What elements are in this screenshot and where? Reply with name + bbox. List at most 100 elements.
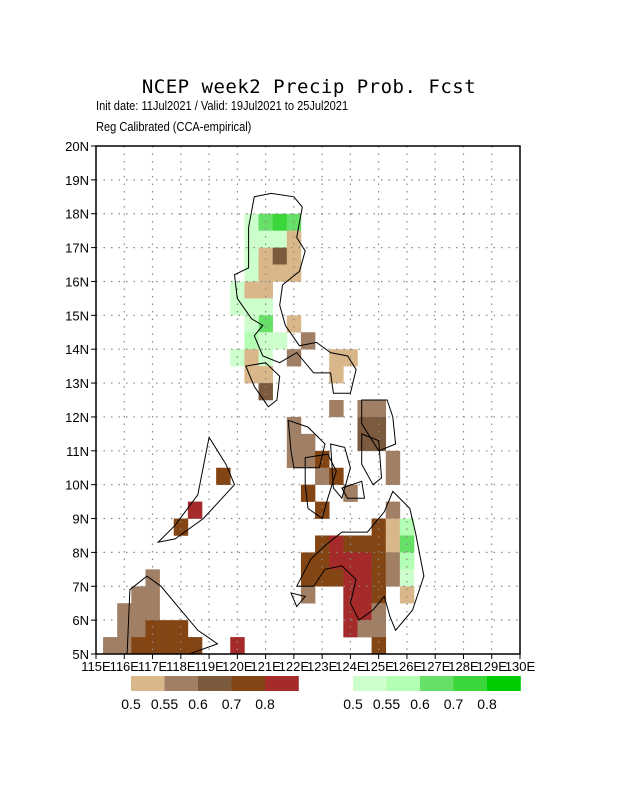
y-tick-label: 11N bbox=[66, 444, 89, 459]
prob-cell bbox=[258, 281, 273, 299]
prob-cell bbox=[385, 569, 401, 587]
prob-cell bbox=[315, 569, 330, 587]
prob-cell bbox=[131, 620, 146, 638]
prob-cell bbox=[230, 637, 245, 655]
prob-cell bbox=[258, 264, 273, 282]
x-tick-label: 115E bbox=[81, 659, 111, 674]
y-tick-label: 7N bbox=[72, 579, 89, 594]
prob-cell bbox=[399, 518, 415, 536]
prob-cell bbox=[399, 552, 415, 570]
prob-cell bbox=[329, 569, 344, 587]
prob-cell bbox=[131, 603, 146, 621]
prob-cell bbox=[145, 637, 160, 655]
prob-cell bbox=[145, 586, 160, 604]
prob-cell bbox=[371, 637, 387, 655]
prob-cell bbox=[343, 586, 358, 604]
prob-cell bbox=[272, 230, 288, 248]
prob-cell bbox=[244, 298, 259, 316]
legend-dry-swatch bbox=[231, 676, 266, 691]
prob-cell bbox=[343, 552, 358, 570]
prob-cell bbox=[230, 349, 245, 367]
prob-cell bbox=[300, 586, 316, 604]
legend-wet-label: 0.6 bbox=[410, 696, 430, 712]
legend-dry-label: 0.6 bbox=[188, 696, 208, 712]
prob-cell bbox=[371, 620, 387, 638]
gridlines bbox=[96, 146, 520, 654]
x-tick-label: 122E bbox=[279, 659, 310, 674]
prob-cell bbox=[258, 247, 273, 265]
legend-wet-swatch bbox=[453, 676, 488, 691]
y-tick-label: 12N bbox=[65, 410, 89, 425]
legend-wet-swatch bbox=[353, 676, 387, 691]
coastline bbox=[361, 399, 397, 452]
coastline bbox=[341, 480, 366, 499]
prob-cell bbox=[385, 552, 401, 570]
prob-cell bbox=[399, 569, 415, 587]
prob-cell bbox=[244, 213, 259, 231]
prob-cell bbox=[272, 332, 288, 350]
prob-cell bbox=[244, 349, 259, 367]
prob-cell bbox=[357, 552, 372, 570]
prob-cell bbox=[300, 484, 316, 502]
prob-cell bbox=[300, 569, 316, 587]
prob-cell bbox=[357, 603, 372, 621]
x-tick-label: 125E bbox=[363, 659, 394, 674]
prob-cell bbox=[371, 416, 387, 435]
prob-cell bbox=[117, 637, 132, 655]
prob-cell bbox=[103, 637, 118, 655]
axis-ticks: 5N 6N 7N 8N 9N 10N 11N 12N 13N 14N 15N 16N 17N 18N 19N… bbox=[65, 139, 535, 674]
prob-cell bbox=[385, 501, 401, 519]
x-tick-label: 119E bbox=[194, 659, 224, 674]
prob-cell bbox=[244, 281, 259, 299]
y-tick-label: 5N bbox=[72, 647, 89, 662]
y-tick-label: 9N bbox=[72, 512, 89, 527]
prob-cell bbox=[187, 637, 203, 655]
x-tick-label: 124E bbox=[335, 659, 366, 674]
x-tick-label: 117E bbox=[138, 659, 168, 674]
prob-cell bbox=[244, 247, 259, 265]
prob-cell bbox=[272, 264, 288, 282]
legend-dry-swatch bbox=[131, 676, 165, 691]
coastline bbox=[287, 419, 326, 469]
y-tick-label: 18N bbox=[65, 207, 89, 222]
coastline bbox=[361, 433, 383, 486]
x-tick-label: 121E bbox=[250, 659, 281, 674]
prob-cell bbox=[357, 620, 372, 638]
x-tick-label: 127E bbox=[420, 659, 451, 674]
prob-cell bbox=[244, 230, 259, 248]
y-tick-label: 19N bbox=[65, 173, 89, 188]
legend-dry-label: 0.5 bbox=[121, 696, 141, 712]
prob-cell bbox=[371, 552, 387, 570]
prob-cell bbox=[159, 637, 175, 655]
prob-cell bbox=[357, 416, 372, 435]
prob-cell bbox=[145, 620, 160, 638]
prob-cell bbox=[230, 281, 245, 299]
prob-cell bbox=[385, 467, 401, 485]
legend-dry-label: 0.7 bbox=[222, 696, 242, 712]
prob-cell bbox=[357, 400, 372, 418]
probability-cells bbox=[103, 213, 415, 655]
prob-cell bbox=[343, 569, 358, 587]
prob-cell bbox=[343, 620, 358, 638]
legend-dry-swatch bbox=[198, 676, 232, 691]
x-tick-label: 120E bbox=[222, 659, 253, 674]
prob-cell bbox=[272, 247, 288, 265]
coastline bbox=[245, 362, 281, 408]
y-tick-label: 6N bbox=[72, 613, 89, 628]
legend-wet-swatch bbox=[420, 676, 454, 691]
prob-cell bbox=[131, 637, 146, 655]
legend-dry-label: 0.55 bbox=[151, 696, 178, 712]
prob-cell bbox=[244, 315, 259, 333]
prob-cell bbox=[244, 332, 259, 350]
legend-wet-label: 0.8 bbox=[477, 696, 497, 712]
y-tick-label: 20N bbox=[65, 139, 89, 154]
prob-cell bbox=[258, 366, 273, 384]
prob-cell bbox=[300, 332, 316, 350]
y-tick-label: 15N bbox=[65, 308, 89, 323]
y-tick-label: 8N bbox=[72, 545, 89, 560]
prob-cell bbox=[371, 569, 387, 587]
prob-cell bbox=[300, 433, 316, 452]
x-tick-label: 116E bbox=[110, 659, 140, 674]
prob-cell bbox=[286, 315, 302, 333]
